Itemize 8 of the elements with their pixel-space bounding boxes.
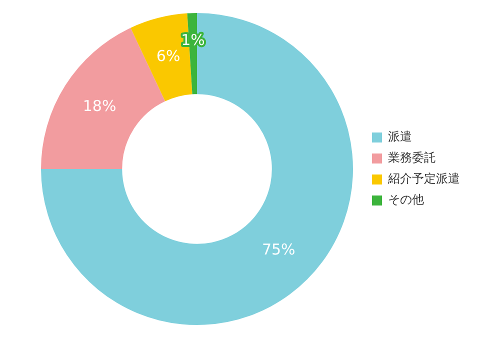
legend-label: 業務委託 [388,150,436,165]
data-label: 18% [82,97,116,116]
data-label: 1% [181,30,205,49]
legend-label: 派遣 [388,130,412,144]
data-label: 75% [262,240,296,259]
legend-label: 紹介予定派遣 [387,172,460,186]
data-label: 6% [156,47,180,66]
legend-label: その他 [388,192,424,207]
